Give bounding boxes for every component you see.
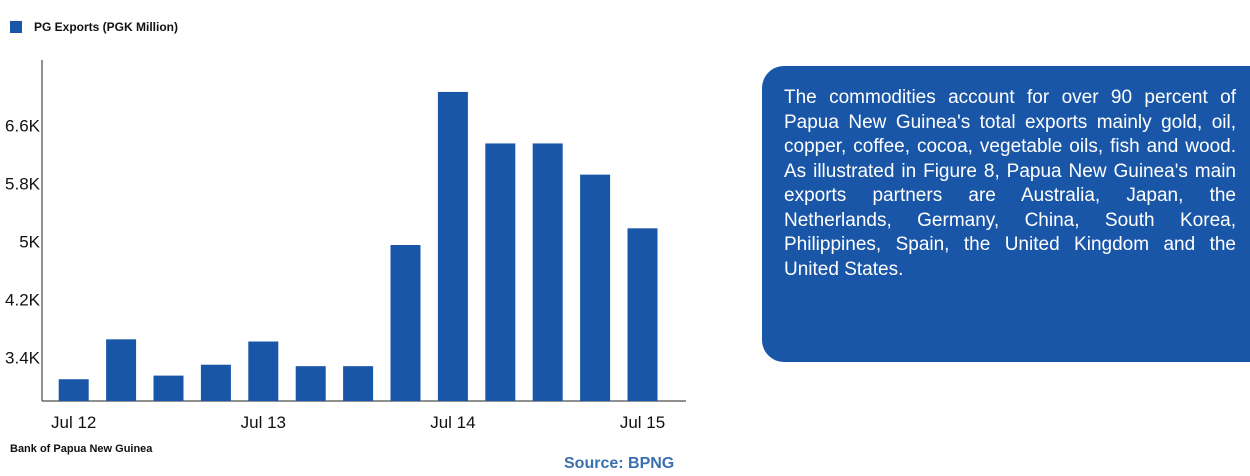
y-tick-label: 5.8K [5, 174, 41, 193]
description-box: The commodities account for over 90 perc… [762, 66, 1250, 362]
bar-apr-13 [200, 364, 231, 401]
bar-jan-14 [343, 366, 374, 401]
bar-apr-14 [390, 245, 421, 401]
bar-jan-15 [532, 143, 563, 402]
bar-jul-13 [248, 341, 279, 401]
bar-jul-14 [437, 91, 468, 401]
y-tick-label: 5K [19, 232, 40, 251]
x-tick-label: Jul 14 [430, 413, 475, 432]
bar-jul-15 [627, 228, 658, 401]
y-tick-label: 6.6K [5, 116, 41, 135]
bar-oct-14 [485, 143, 516, 402]
source-right: Source: BPNG [564, 455, 675, 472]
bar-jul-12 [58, 379, 89, 401]
source-left: Bank of Papua New Guinea [10, 443, 153, 455]
legend: PG Exports (PGK Million) [10, 20, 178, 34]
description-text: The commodities account for over 90 perc… [784, 87, 1236, 280]
legend-swatch [10, 21, 22, 33]
y-tick-label: 4.2K [5, 290, 41, 309]
chart-bars [58, 91, 658, 402]
legend-label: PG Exports (PGK Million) [34, 20, 179, 34]
bar-oct-13 [295, 366, 326, 401]
x-tick-label: Jul 13 [241, 413, 286, 432]
x-tick-label: Jul 12 [51, 413, 96, 432]
bar-jan-13 [153, 375, 184, 401]
x-axis-ticks: Jul 12 Jul 13 Jul 14 Jul 15 [51, 413, 665, 432]
x-tick-label: Jul 15 [620, 413, 665, 432]
y-tick-label: 3.4K [5, 348, 41, 367]
bar-apr-15 [580, 174, 611, 401]
y-axis-ticks: 3.4K 4.2K 5K 5.8K 6.6K [5, 116, 41, 367]
bar-oct-12 [106, 339, 137, 401]
